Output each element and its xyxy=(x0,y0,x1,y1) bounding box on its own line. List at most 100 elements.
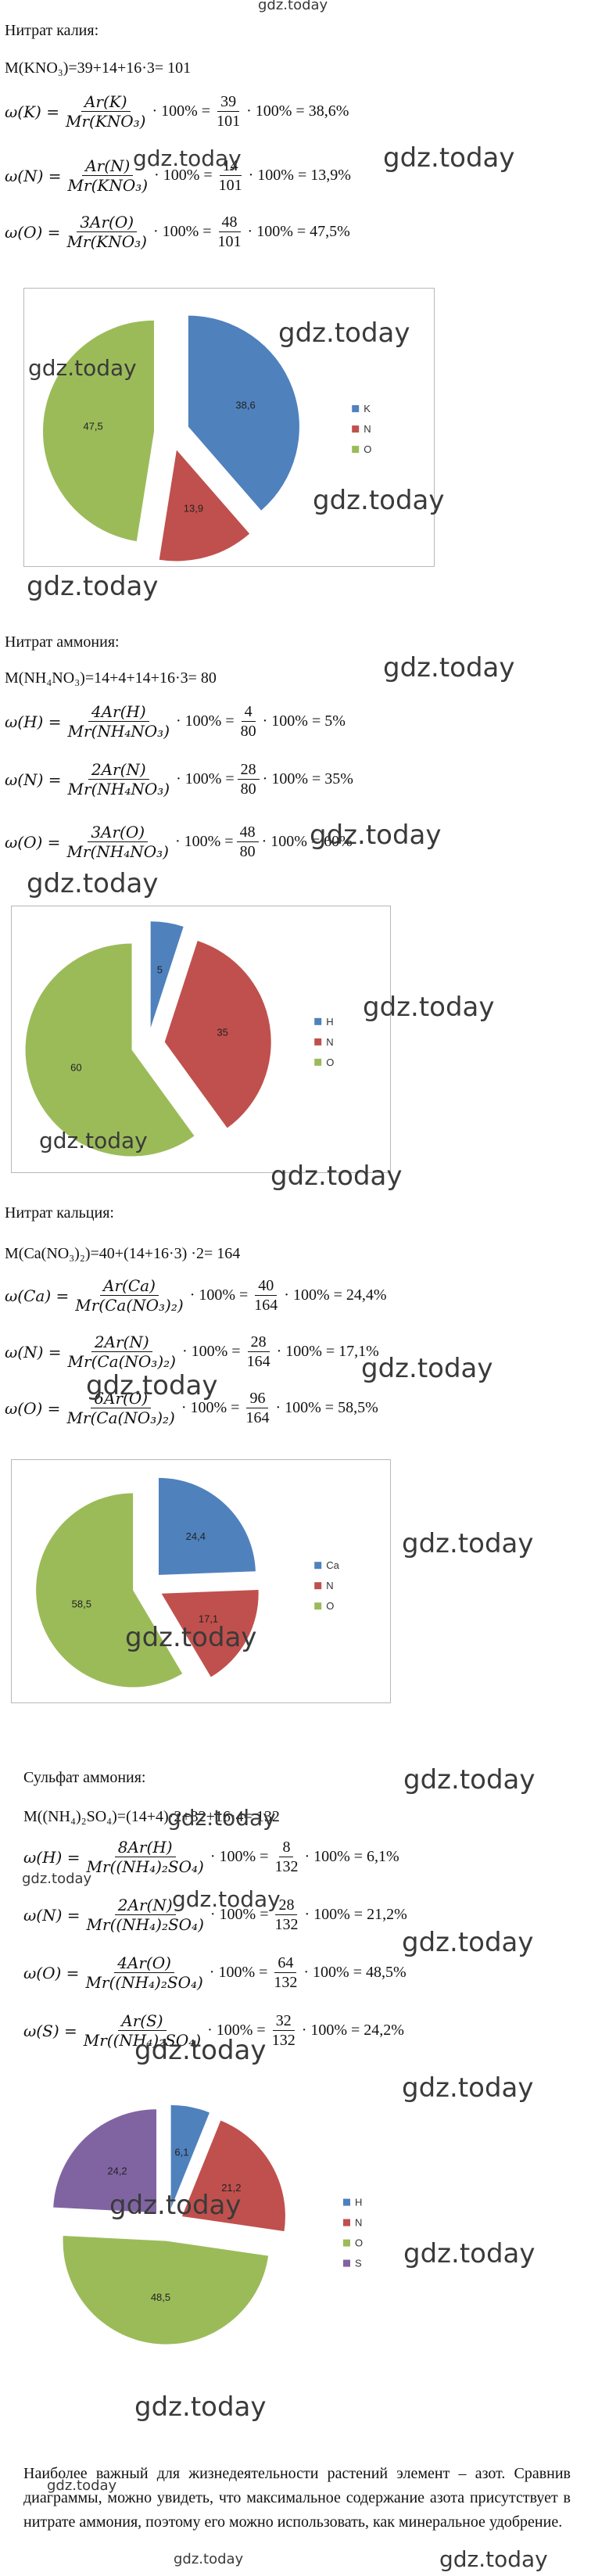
watermark: gdz.today xyxy=(403,1764,535,1796)
legend-label: O xyxy=(326,1057,334,1068)
legend-label: N xyxy=(326,1580,333,1591)
pie-chart-nh42so4: 6,1 21,2 48,5 24,2 H N O S xyxy=(23,2090,424,2349)
pie-svg: 5 35 60 HNO xyxy=(25,921,334,1157)
pie-slice-n xyxy=(181,2120,285,2232)
watermark: gdz.today xyxy=(39,1128,148,1153)
watermark: gdz.today xyxy=(402,2072,534,2104)
pie-data-label: 24,4 xyxy=(186,1530,206,1542)
fraction: 39 101 xyxy=(217,93,241,130)
legend-swatch xyxy=(343,2259,350,2267)
pie-data-label: 58,5 xyxy=(72,1598,91,1609)
formula-row: ω(O) = 4Ar(O) Mr((NH₄)₂SO₄) · 100% = 64 13… xyxy=(23,1954,407,1992)
formula-row: ω(N) = Ar(N) Mr(KNO₃) · 100% = 14 101 · 10… xyxy=(5,156,351,195)
legend-swatch xyxy=(314,1058,322,1066)
pie-svg: 24,4 17,1 58,5 Ca NO xyxy=(36,1477,340,1688)
legend-label: N xyxy=(326,1036,333,1048)
pie-chart-kno3: 38,6 13,9 47,5 K N O xyxy=(23,288,435,567)
pie-slice-n xyxy=(159,450,250,561)
legend-swatch xyxy=(314,1562,322,1570)
molar-mass-kno3: M(KNO₃)=39+14+16·3= 101 xyxy=(5,59,192,77)
legend-swatch xyxy=(352,405,360,413)
formula-row: ω(O) = 6Ar(O) Mr(Ca(NO₃)₂) · 100% = 96 164… xyxy=(5,1389,378,1427)
pie-slice-o xyxy=(25,943,195,1157)
legend-swatch xyxy=(314,1038,322,1046)
watermark: gdz.today xyxy=(22,1871,92,1887)
legend-label: N xyxy=(364,423,371,435)
section-title-nh42so4: Сульфат аммония: xyxy=(23,1769,146,1786)
watermark: gdz.today xyxy=(402,1528,534,1559)
pie-data-label: 5 xyxy=(157,963,163,975)
pie-slice-h xyxy=(150,921,184,1028)
pie-slice-s xyxy=(53,2109,157,2213)
watermark: gdz.today xyxy=(403,2238,535,2269)
legend-label: N xyxy=(355,2217,362,2229)
pie-slice-n xyxy=(164,941,271,1128)
legend-swatch xyxy=(314,1602,322,1610)
watermark: gdz.today xyxy=(133,145,242,171)
molar-mass-nh4no3: M(NH₄NO₃)=14+4+14+16·3= 80 xyxy=(5,669,217,687)
pie-slice-o xyxy=(36,1493,183,1688)
fraction: Ar(K) Mr(KNO₃) xyxy=(65,92,146,131)
watermark: gdz.today xyxy=(172,1886,281,1912)
legend-swatch xyxy=(314,1582,322,1590)
conclusion-paragraph: Наиболее важный для жизнедеятельности ра… xyxy=(23,2465,571,2531)
pie-data-label: 13,9 xyxy=(184,503,203,515)
watermark: gdz.today xyxy=(125,1622,257,1653)
formula-lhs: ω(K) = xyxy=(5,102,59,121)
watermark: gdz.today xyxy=(361,1353,493,1384)
section-title-cano32: Нитрат кальция: xyxy=(5,1204,114,1222)
pie-slice-o xyxy=(42,320,154,542)
pie-data-label: 35 xyxy=(217,1027,227,1039)
legend-label: H xyxy=(355,2197,362,2208)
formula-row: ω(H) = 8Ar(H) Mr((NH₄)₂SO₄) · 100% = 8 132… xyxy=(23,1838,399,1876)
formula-row: ω(N) = 2Ar(N) Mr((NH₄)₂SO₄) · 100% = 28 13… xyxy=(23,1896,407,1934)
molar-mass-nh42so4: M((NH₄)₂SO₄)=(14+4)·2+32+16·4= 132 xyxy=(23,1808,280,1825)
watermark: gdz.today xyxy=(439,2546,548,2572)
formula-row: ω(N) = 2Ar(N) Mr(NH₄NO₃) · 100% = 28 80 · … xyxy=(5,760,353,798)
section-title-kno3: Нитрат калия: xyxy=(5,22,99,39)
watermark: gdz.today xyxy=(109,2190,242,2221)
watermark: gdz.today xyxy=(258,0,328,13)
pie-data-label: 17,1 xyxy=(199,1613,218,1624)
pie-data-label: 60 xyxy=(70,1062,81,1074)
legend-label: H xyxy=(326,1016,333,1028)
legend-swatch xyxy=(343,2239,350,2247)
watermark: gdz.today xyxy=(310,820,442,851)
pie-slice-ca xyxy=(159,1477,256,1575)
watermark: gdz.today xyxy=(174,2551,244,2567)
watermark: gdz.today xyxy=(47,2477,117,2494)
pie-data-label: 47,5 xyxy=(83,421,102,432)
legend-label: Ca xyxy=(326,1559,339,1571)
pie-slice-n xyxy=(161,1590,259,1677)
pie-slice-o xyxy=(63,2235,269,2345)
watermark: gdz.today xyxy=(134,2035,267,2066)
molar-mass-cano32: M(Ca(NO₃)₂)=40+(14+16·3) ·2= 164 xyxy=(5,1245,241,1262)
legend-label: O xyxy=(355,2237,363,2249)
pie-svg: 38,6 13,9 47,5 KNO xyxy=(42,315,371,561)
watermark: gdz.today xyxy=(313,485,445,516)
legend-swatch xyxy=(352,425,360,433)
legend-label: O xyxy=(364,443,371,455)
watermark: gdz.today xyxy=(27,868,159,899)
pie-data-label: 21,2 xyxy=(221,2182,241,2194)
formula-row: ω(H) = 4Ar(H) Mr(NH₄NO₃) · 100% = 4 80 · 1… xyxy=(5,702,346,741)
watermark: gdz.today xyxy=(270,1161,403,1192)
formula-row: ω(K) = Ar(K) Mr(KNO₃) · 100% = 39 101 · 10… xyxy=(5,92,349,131)
watermark: gdz.today xyxy=(86,1370,218,1401)
pie-data-label: 6,1 xyxy=(174,2147,188,2158)
legend-label: O xyxy=(326,1600,334,1612)
watermark: gdz.today xyxy=(278,318,410,349)
formula-row: ω(N) = 2Ar(N) Mr(Ca(NO₃)₂) · 100% = 28 164… xyxy=(5,1333,379,1371)
formula-row: ω(O) = 3Ar(O) Mr(NH₄NO₃) · 100% = 48 80 · … xyxy=(5,823,353,861)
watermark: gdz.today xyxy=(28,355,137,381)
pie-data-label: 24,2 xyxy=(107,2165,127,2177)
legend-swatch xyxy=(343,2198,350,2206)
watermark: gdz.today xyxy=(167,1805,276,1831)
section-title-nh4no3: Нитрат аммония: xyxy=(5,633,120,651)
watermark: gdz.today xyxy=(27,571,159,602)
watermark: gdz.today xyxy=(363,992,495,1023)
pie-data-label: 38,6 xyxy=(235,399,255,411)
legend-label: K xyxy=(364,403,371,414)
legend-label: S xyxy=(355,2258,362,2269)
